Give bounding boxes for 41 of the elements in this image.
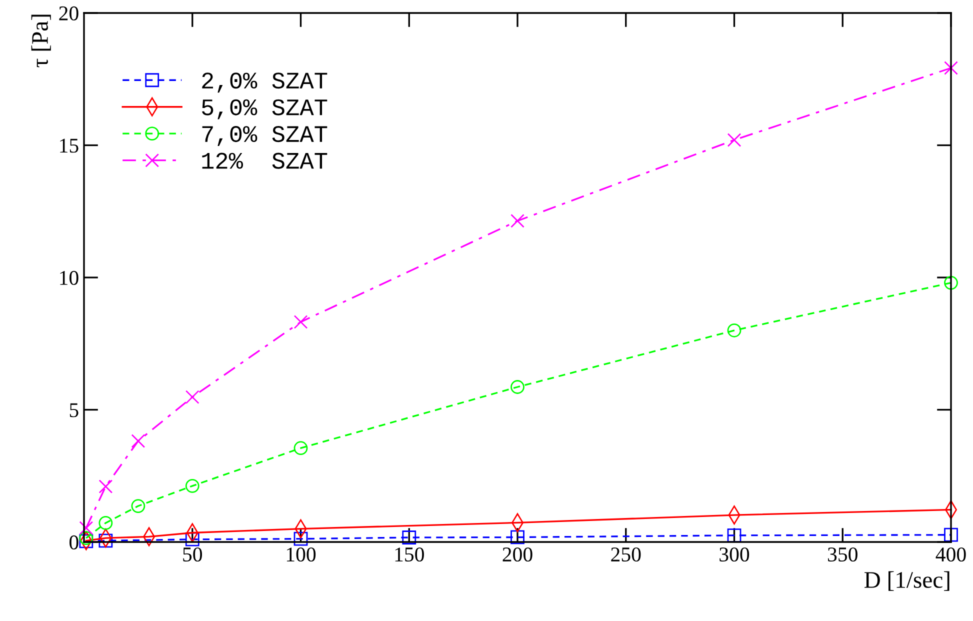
point (98, 480, 113, 494)
legend-label: 2,0% SZAT (202, 72, 328, 93)
x-tick-label: 150 (395, 547, 424, 562)
point (294, 441, 308, 456)
point (727, 323, 742, 338)
point (131, 499, 146, 513)
point (98, 516, 113, 530)
legend-label: 12% SZAT (202, 152, 328, 169)
x-tick-label: 250 (611, 547, 641, 562)
point (510, 530, 524, 544)
legend-label: 7,0% SZAT (202, 126, 328, 146)
point (185, 478, 200, 493)
point (98, 534, 113, 548)
point (944, 276, 958, 290)
y-tick-label: 5 (70, 403, 78, 418)
point (294, 532, 308, 546)
point (79, 521, 94, 535)
y-tick-label: 20 (59, 6, 78, 20)
x-tick-label: 400 (936, 547, 966, 562)
x-tick-label: 350 (828, 547, 858, 562)
y-axis-title: τ [Pa] (31, 14, 51, 68)
point (79, 534, 94, 548)
point (727, 133, 742, 147)
point (79, 531, 94, 545)
y-tick-label: 0 (70, 535, 78, 550)
point (510, 214, 524, 228)
point (185, 390, 200, 404)
point (510, 380, 524, 394)
point (944, 61, 958, 75)
x-tick-label: 50 (183, 547, 202, 562)
point (185, 532, 200, 546)
y-tick-label: 15 (60, 138, 78, 153)
point (294, 314, 308, 329)
x-axis-title: D [1/sec] (864, 571, 950, 591)
point (402, 530, 416, 544)
x-tick-label: 300 (720, 547, 750, 562)
x-tick-label: 100 (286, 547, 316, 562)
legend-label: 5,0% SZAT (202, 99, 328, 120)
x-tick-label: 200 (502, 547, 532, 562)
y-tick-label: 10 (60, 270, 78, 285)
point (131, 434, 146, 448)
